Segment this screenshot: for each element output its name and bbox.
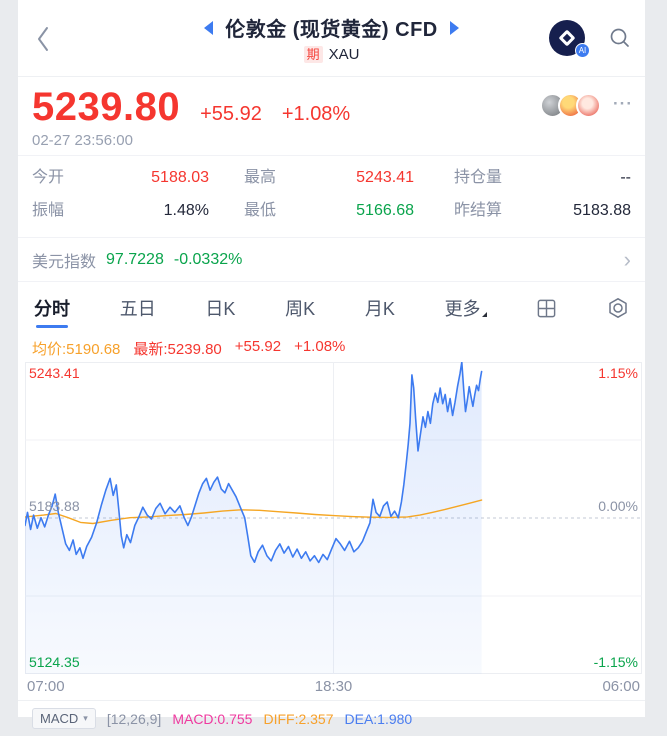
stat-value: 5243.41 [356, 169, 414, 186]
prev-instrument-icon[interactable] [204, 20, 214, 35]
stat-value: 5166.68 [356, 202, 414, 219]
usd-index-change: -0.0332% [173, 250, 243, 268]
macd-value: MACD:0.755 [172, 710, 253, 727]
stat-high: 最高 5243.41 [244, 168, 414, 188]
price-change-pct: +1.08% [281, 103, 351, 125]
stat-value: 1.48% [163, 202, 209, 219]
stat-low: 最低 5166.68 [244, 201, 414, 221]
tab-monthly-k[interactable]: 月K [364, 299, 395, 319]
stat-label: 最低 [244, 202, 277, 219]
header: 伦敦金 (现货黄金) CFD 期 XAU AI [18, 0, 645, 77]
x-tick-end: 06:00 [602, 678, 640, 695]
dea-value: DEA:1.980 [344, 710, 413, 727]
commentator-avatars[interactable] [540, 93, 601, 118]
layout-grid-button[interactable] [536, 298, 557, 319]
logo-diamond-icon [558, 29, 576, 47]
gear-icon [609, 298, 627, 318]
y-label-pct-high: 1.15% [598, 365, 638, 381]
usd-index-row[interactable]: 美元指数 97.7228 -0.0332% › [18, 237, 645, 282]
intraday-chart[interactable]: 5243.41 1.15% 5183.88 0.00% 5124.35 -1.1… [25, 362, 642, 674]
legend-last-price: 最新:5239.80 +55.92 +1.08% [133, 338, 345, 359]
tab-daily-k[interactable]: 日K [205, 299, 236, 319]
legend-avg-price: 均价:5190.68 [32, 340, 121, 358]
stat-label: 最高 [244, 169, 277, 186]
search-button[interactable] [609, 27, 631, 49]
legend-change-pct: +1.08% [294, 337, 346, 355]
x-tick-mid: 18:30 [314, 678, 353, 695]
price-change: +55.92 [200, 103, 262, 125]
stat-amplitude: 振幅 1.48% [32, 201, 209, 221]
symbol-code: XAU [328, 46, 360, 63]
y-label-pct-zero: 0.00% [598, 498, 638, 514]
diff-value: DIFF:2.357 [263, 710, 334, 727]
legend-change: +55.92 [234, 337, 282, 355]
quote-timestamp: 02-27 23:56:00 [32, 132, 133, 149]
chart-settings-button[interactable] [607, 297, 629, 319]
stat-open-interest: 持仓量 -- [454, 168, 631, 188]
back-chevron-icon [38, 27, 48, 51]
page-title: 伦敦金 (现货黄金) CFD [225, 19, 438, 41]
indicator-selector[interactable]: MACD ▾ [32, 708, 96, 729]
stat-label: 振幅 [32, 202, 65, 219]
grid-icon [537, 299, 556, 317]
usd-index-value: 97.7228 [106, 250, 164, 268]
macd-params: [12,26,9] [106, 710, 162, 727]
indicator-selector-label: MACD [40, 711, 79, 726]
price-section: 5239.80 +55.92 +1.08% 02-27 23:56:00 ··· [18, 77, 645, 155]
price-chart-canvas[interactable] [25, 362, 642, 674]
back-button[interactable] [36, 26, 50, 52]
dropdown-caret-icon [481, 312, 487, 317]
title-block: 伦敦金 (现货黄金) CFD 期 XAU [204, 13, 459, 63]
app-page: 伦敦金 (现货黄金) CFD 期 XAU AI 5239.80 [18, 0, 645, 729]
usd-index-label: 美元指数 [32, 253, 97, 271]
stat-prev-settle: 昨结算 5183.88 [454, 201, 631, 221]
last-price: 5239.80 [32, 85, 181, 129]
y-label-baseline: 5183.88 [29, 498, 80, 514]
stat-value: 5183.88 [573, 202, 631, 219]
legend-last-value: 最新:5239.80 [133, 340, 222, 358]
x-axis: 07:00 18:30 06:00 [25, 674, 642, 700]
x-tick-start: 07:00 [27, 678, 65, 695]
stat-label: 昨结算 [454, 202, 503, 219]
dropdown-caret-icon: ▾ [83, 713, 88, 723]
futures-badge: 期 [303, 46, 323, 63]
more-avatars-button[interactable]: ··· [613, 94, 633, 113]
stat-value: -- [620, 169, 631, 186]
ai-badge: AI [575, 43, 590, 58]
stat-open: 今开 5188.03 [32, 168, 209, 188]
stat-label: 持仓量 [454, 169, 503, 186]
period-tabs: 分时 五日 日K 周K 月K 更多 [18, 282, 645, 334]
chevron-right-icon: › [623, 246, 631, 272]
tab-weekly-k[interactable]: 周K [285, 299, 316, 319]
avatar[interactable] [576, 93, 601, 118]
tab-intraday[interactable]: 分时 [34, 282, 70, 334]
broker-logo[interactable]: AI [549, 20, 590, 58]
next-instrument-icon[interactable] [449, 20, 459, 35]
y-label-high: 5243.41 [29, 365, 80, 381]
y-label-low: 5124.35 [29, 654, 80, 670]
stats-grid: 今开 5188.03 最高 5243.41 持仓量 -- 振幅 1.48% 最低… [18, 155, 645, 237]
stat-value: 5188.03 [151, 169, 209, 186]
tab-more-label: 更多 [444, 299, 481, 319]
indicator-bar: MACD ▾ [12,26,9] MACD:0.755 DIFF:2.357 D… [18, 700, 645, 736]
tab-5day[interactable]: 五日 [119, 299, 156, 319]
chart-legend: 均价:5190.68 最新:5239.80 +55.92 +1.08% [18, 334, 645, 362]
y-label-pct-low: -1.15% [593, 654, 638, 670]
tab-more[interactable]: 更多 [445, 282, 487, 334]
search-icon [610, 28, 629, 47]
stat-label: 今开 [32, 169, 65, 186]
